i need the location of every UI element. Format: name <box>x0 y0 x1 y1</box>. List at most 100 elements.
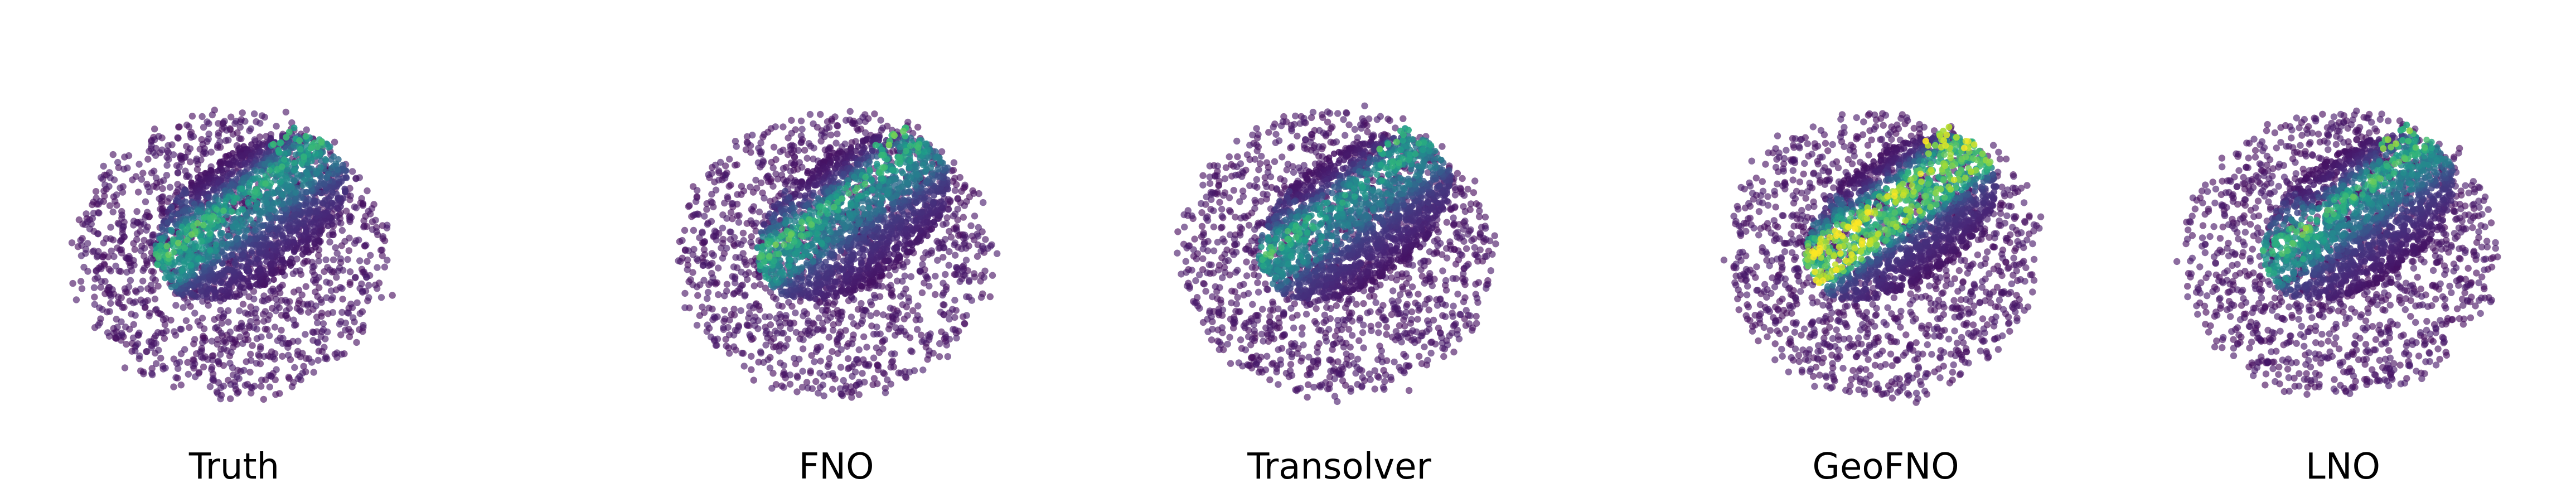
scatter-point <box>95 209 103 217</box>
scatter-point <box>763 327 770 335</box>
scatter-point <box>174 170 182 177</box>
scatter-point <box>685 203 693 210</box>
scatter-point <box>737 241 745 248</box>
scatter-point <box>130 321 137 328</box>
scatter-point <box>356 310 364 317</box>
scatter-point <box>693 255 701 263</box>
scatter-point <box>285 181 292 189</box>
scatter-point <box>337 331 345 339</box>
scatter-point <box>859 114 866 121</box>
scatter-point <box>916 316 924 324</box>
scatter-point <box>152 174 160 181</box>
scatter-point <box>271 324 279 331</box>
scatter-point <box>80 263 88 271</box>
scatter-point <box>961 181 969 189</box>
scatter-point <box>183 189 190 196</box>
scatter-point <box>227 381 234 388</box>
scatter-point <box>185 370 192 378</box>
scatter-point <box>247 216 254 223</box>
scatter-point <box>819 307 826 314</box>
scatter-point <box>717 158 724 166</box>
scatter-point <box>743 321 751 329</box>
scatter-point <box>281 156 288 163</box>
scatter-point <box>206 194 214 201</box>
scatter-point <box>963 312 970 319</box>
scatter-point <box>191 336 198 343</box>
scatter-point <box>942 220 950 227</box>
scatter-point <box>917 267 924 274</box>
scatter-point <box>105 283 113 291</box>
scatter-point <box>879 345 887 353</box>
scatter-point <box>297 146 304 153</box>
scatter-point <box>842 117 850 124</box>
scatter-point <box>684 266 691 273</box>
scatter-point <box>159 226 166 233</box>
scatter-point <box>746 331 753 339</box>
scatter-point <box>252 255 259 262</box>
scatter-point <box>97 283 105 291</box>
scatter-point <box>224 232 231 239</box>
scatter-point <box>352 204 360 211</box>
scatter-point <box>881 336 889 344</box>
scatter-point <box>773 330 781 337</box>
scatter-point <box>785 298 792 306</box>
scatter-point <box>110 253 118 260</box>
scatter-point <box>784 335 792 342</box>
scatter-point <box>138 176 146 183</box>
scatter-point <box>305 308 312 316</box>
scatter-point <box>302 283 309 290</box>
scatter-point <box>696 312 704 319</box>
scatter-point <box>798 184 805 191</box>
scatter-point <box>104 329 112 336</box>
scatter-point <box>764 172 772 180</box>
scatter-point <box>333 349 341 356</box>
scatter-point <box>154 282 162 290</box>
scatter-point <box>939 291 946 299</box>
scatter-point <box>737 307 744 315</box>
scatter-point <box>186 324 193 331</box>
scatter-point <box>107 224 114 231</box>
scatter-point <box>875 282 882 289</box>
scatter-point <box>770 143 778 151</box>
scatter-point <box>170 151 177 158</box>
scatter-point <box>710 252 718 259</box>
scatter-point <box>681 304 689 311</box>
scatter-point <box>324 328 331 336</box>
scatter-point <box>850 320 858 327</box>
scatter-point <box>100 187 108 195</box>
scatter-point <box>986 293 994 301</box>
scatter-point <box>151 295 159 303</box>
scatter-point <box>314 143 321 151</box>
scatter-point <box>318 138 325 146</box>
scatter-point <box>787 325 794 332</box>
scatter-point <box>250 110 258 118</box>
scatter-point <box>176 273 183 280</box>
scatter-point <box>141 220 148 228</box>
scatter-point <box>333 274 340 281</box>
scatter-point <box>269 353 277 360</box>
scatter-point <box>218 320 225 327</box>
scatter-point <box>922 272 929 279</box>
scatter-point <box>727 228 735 236</box>
scatter-point <box>235 209 242 216</box>
scatter-point <box>766 313 773 320</box>
scatter-point <box>302 133 309 140</box>
scatter-point <box>323 294 330 301</box>
scatter-point <box>337 255 345 263</box>
scatter-point <box>125 283 133 291</box>
scatter-point <box>115 300 123 307</box>
scatter-point <box>871 240 879 248</box>
scatter-point <box>331 138 338 146</box>
scatter-point <box>804 384 812 392</box>
scatter-point <box>291 167 298 173</box>
scatter-point <box>134 189 142 196</box>
scatter-point <box>247 125 255 132</box>
scatter-point <box>926 282 933 290</box>
scatter-point <box>247 350 254 358</box>
scatter-point <box>747 239 754 246</box>
scatter-point <box>190 362 197 370</box>
scatter-point <box>816 369 824 377</box>
scatter-point <box>835 334 842 342</box>
scatter-point <box>914 302 922 310</box>
scatter-point <box>188 262 195 269</box>
